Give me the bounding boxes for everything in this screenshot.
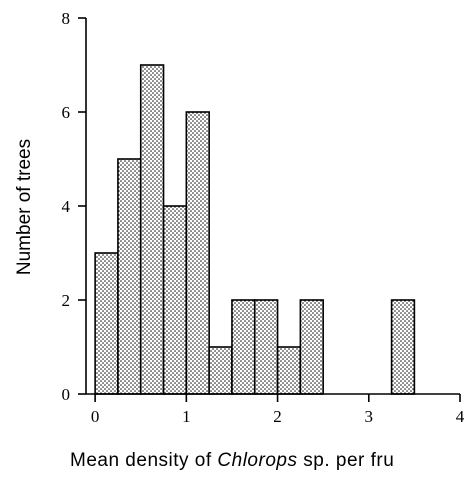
x-tick-label: 3 bbox=[365, 407, 374, 426]
y-tick-label: 8 bbox=[62, 9, 71, 28]
x-axis-title-italic: Chlorops bbox=[217, 450, 297, 471]
histogram-bar bbox=[162, 205, 188, 395]
y-axis-title: Number of trees bbox=[14, 139, 35, 275]
histogram-bar bbox=[117, 158, 142, 395]
x-axis-title-suffix: sp. per fru bbox=[297, 450, 394, 471]
y-tick-label: 4 bbox=[62, 197, 71, 216]
histogram-bar bbox=[94, 252, 119, 395]
x-axis-title: Mean density of Chlorops sp. per fru bbox=[70, 450, 394, 471]
y-tick-label: 6 bbox=[62, 103, 71, 122]
histogram-bar bbox=[139, 64, 165, 395]
histogram-bar bbox=[208, 346, 233, 395]
y-ticks-layer: 0 2 4 6 8 bbox=[62, 9, 86, 404]
x-tick-label: 0 bbox=[91, 407, 100, 426]
histogram-bar bbox=[185, 111, 210, 395]
x-ticks-layer: 0 1 2 3 4 bbox=[91, 394, 465, 426]
x-tick-label: 1 bbox=[182, 407, 191, 426]
histogram-bar bbox=[390, 299, 416, 395]
x-axis-title-prefix: Mean density of bbox=[70, 450, 217, 471]
y-tick-label: 0 bbox=[62, 385, 71, 404]
x-tick-label: 4 bbox=[456, 407, 465, 426]
histogram-bar bbox=[276, 346, 302, 395]
histogram-bar bbox=[231, 299, 256, 395]
bars-layer bbox=[94, 64, 416, 395]
x-tick-label: 2 bbox=[273, 407, 282, 426]
histogram-bar bbox=[253, 299, 279, 395]
y-tick-label: 2 bbox=[62, 291, 71, 310]
histogram-bar bbox=[299, 299, 324, 395]
